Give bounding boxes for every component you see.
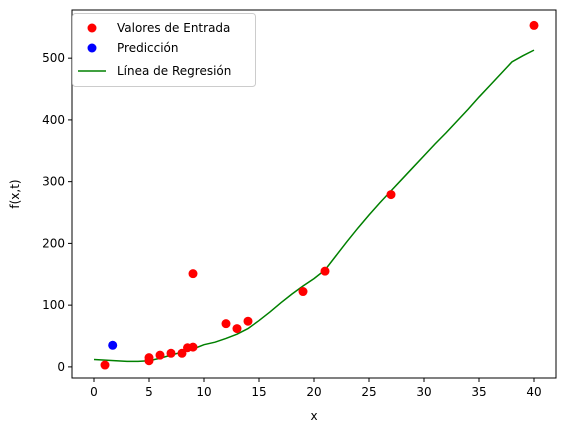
input-value-point — [298, 287, 308, 297]
legend-label-valores-de-entrada: Valores de Entrada — [117, 21, 230, 35]
input-value-point — [188, 269, 198, 279]
y-axis-label: f(x,t) — [8, 179, 22, 208]
legend-marker-prediccion — [87, 43, 97, 53]
input-value-point — [188, 342, 198, 352]
legend-marker-valores-de-entrada — [87, 23, 97, 33]
x-tick-label: 20 — [306, 385, 321, 399]
input-value-point — [243, 316, 253, 326]
legend-label-linea-de-regresion: Línea de Regresión — [117, 64, 231, 78]
legend-box — [72, 13, 256, 87]
input-value-point — [221, 319, 231, 329]
x-tick-label: 35 — [471, 385, 486, 399]
legend: Valores de Entrada Predicción Línea de R… — [72, 13, 256, 87]
input-value-point — [232, 324, 242, 334]
data-points-layer — [100, 20, 539, 370]
input-value-point — [100, 360, 110, 370]
prediction-point — [108, 340, 118, 350]
input-value-point — [386, 190, 396, 200]
input-value-point — [155, 350, 165, 360]
y-axis-ticks: 0 100 200 300 400 500 — [42, 51, 72, 374]
x-tick-label: 25 — [361, 385, 376, 399]
y-tick-label: 500 — [42, 51, 65, 65]
x-tick-label: 30 — [416, 385, 431, 399]
input-value-point — [144, 353, 154, 363]
y-tick-label: 300 — [42, 175, 65, 189]
x-axis-ticks: 0 5 10 15 20 25 30 35 40 — [90, 378, 542, 399]
y-tick-label: 400 — [42, 113, 65, 127]
regression-line — [93, 49, 535, 363]
input-value-point — [177, 348, 187, 358]
input-value-point — [166, 348, 176, 358]
y-tick-label: 200 — [42, 236, 65, 250]
x-tick-label: 5 — [145, 385, 153, 399]
x-tick-label: 0 — [90, 385, 98, 399]
x-tick-label: 15 — [251, 385, 266, 399]
x-tick-label: 10 — [196, 385, 211, 399]
legend-label-prediccion: Predicción — [117, 41, 179, 55]
x-tick-label: 40 — [526, 385, 541, 399]
y-tick-label: 0 — [57, 360, 65, 374]
input-value-point — [529, 20, 539, 30]
y-tick-label: 100 — [42, 298, 65, 312]
regression-line-layer — [93, 49, 535, 363]
input-value-point — [320, 266, 330, 276]
x-axis-label: x — [310, 409, 317, 423]
